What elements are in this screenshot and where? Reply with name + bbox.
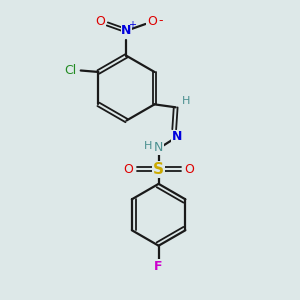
Text: S: S <box>153 162 164 177</box>
Text: H: H <box>182 96 190 106</box>
Text: H: H <box>143 141 152 151</box>
Text: O: O <box>184 163 194 176</box>
Text: N: N <box>172 130 182 143</box>
Text: +: + <box>128 20 136 30</box>
Text: F: F <box>154 260 163 273</box>
Text: Cl: Cl <box>64 64 76 77</box>
Text: O: O <box>95 15 105 28</box>
Text: N: N <box>154 141 163 154</box>
Text: O: O <box>147 15 157 28</box>
Text: O: O <box>123 163 133 176</box>
Text: -: - <box>159 14 163 27</box>
Text: N: N <box>121 24 132 37</box>
